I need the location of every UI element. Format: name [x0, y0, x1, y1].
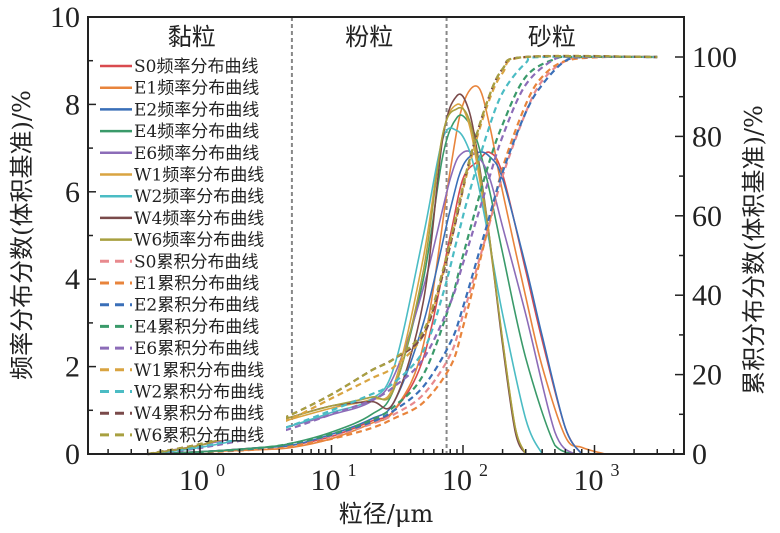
- legend: S0频率分布曲线E1频率分布曲线E2频率分布曲线E4频率分布曲线E6频率分布曲线…: [96, 56, 286, 446]
- series-line-E4累积分布曲线: [147, 55, 658, 456]
- y-right-tick-label-5: 100: [692, 41, 737, 74]
- legend-label-13: E6累积分布曲线: [134, 339, 259, 359]
- legend-label-3: E4频率分布曲线: [134, 122, 259, 142]
- x-tick-exponent-0: 0: [216, 460, 225, 480]
- y-left-tick-label-2: 4: [65, 263, 80, 296]
- y-right-tick-label-4: 80: [692, 120, 722, 153]
- legend-label-11: E2累积分布曲线: [134, 296, 259, 316]
- y-left-tick-label-5: 10: [50, 1, 80, 34]
- legend-label-5: W1频率分布曲线: [134, 166, 264, 186]
- series-line-W1累积分布曲线: [147, 54, 658, 456]
- y-right-axis-title: 累积分布分数(体积基准)/%: [740, 105, 768, 395]
- region-dividers: [290, 17, 448, 454]
- x-tick-label-0: 10: [179, 464, 209, 497]
- region-label-1: 粉粒: [345, 23, 393, 51]
- y-left-axis-title: 频率分布分数(体积基准)/%: [8, 90, 36, 380]
- series-line-E2累积分布曲线: [147, 55, 658, 456]
- legend-label-17: W6累积分布曲线: [134, 426, 264, 446]
- legend-label-1: E1频率分布曲线: [134, 79, 259, 99]
- x-tick-exponent-3: 3: [611, 460, 620, 480]
- legend-background: [96, 56, 286, 440]
- legend-label-7: W4频率分布曲线: [134, 209, 264, 229]
- legend-label-6: W2频率分布曲线: [134, 187, 264, 207]
- x-tick-exponent-2: 2: [479, 460, 488, 480]
- x-axis-title: 粒径/μm: [339, 500, 434, 528]
- legend-label-14: W1累积分布曲线: [134, 361, 264, 381]
- x-tick-label-3: 10: [574, 464, 604, 497]
- legend-label-8: W6频率分布曲线: [134, 231, 264, 251]
- y-right-tick-label-1: 20: [692, 359, 722, 392]
- series-line-S0累积分布曲线: [147, 55, 658, 456]
- x-axis-ticks: 10 0 10 1 10 2 10 3: [107, 445, 675, 497]
- legend-label-12: E4累积分布曲线: [134, 317, 259, 337]
- legend-label-10: E1累积分布曲线: [134, 274, 259, 294]
- legend-label-2: E2频率分布曲线: [134, 100, 259, 120]
- region-labels: 黏粒 粉粒 砂粒: [168, 23, 576, 51]
- y-left-tick-label-4: 8: [65, 88, 80, 121]
- y-left-axis-ticks: 0 2 4 6 8 10: [50, 1, 97, 471]
- series-line-W6累积分布曲线: [147, 55, 658, 456]
- legend-label-16: W4累积分布曲线: [134, 404, 264, 424]
- y-right-axis-ticks: 0 20 40 60 80 100: [675, 41, 737, 471]
- legend-label-15: W2累积分布曲线: [134, 383, 264, 403]
- x-tick-label-1: 10: [311, 464, 341, 497]
- y-right-tick-label-0: 0: [692, 438, 707, 471]
- x-tick-exponent-1: 1: [348, 460, 357, 480]
- legend-label-9: S0累积分布曲线: [134, 252, 258, 272]
- x-tick-label-2: 10: [442, 464, 472, 497]
- series-line-E1累积分布曲线: [147, 55, 658, 456]
- y-left-tick-label-0: 0: [65, 438, 80, 471]
- y-right-tick-label-2: 40: [692, 279, 722, 312]
- region-label-0: 黏粒: [168, 23, 216, 51]
- y-right-tick-label-3: 60: [692, 200, 722, 233]
- legend-label-4: E6频率分布曲线: [134, 144, 259, 164]
- legend-label-0: S0频率分布曲线: [134, 57, 258, 77]
- y-left-tick-label-3: 6: [65, 176, 80, 209]
- y-left-tick-label-1: 2: [65, 351, 80, 384]
- region-label-2: 砂粒: [528, 23, 576, 51]
